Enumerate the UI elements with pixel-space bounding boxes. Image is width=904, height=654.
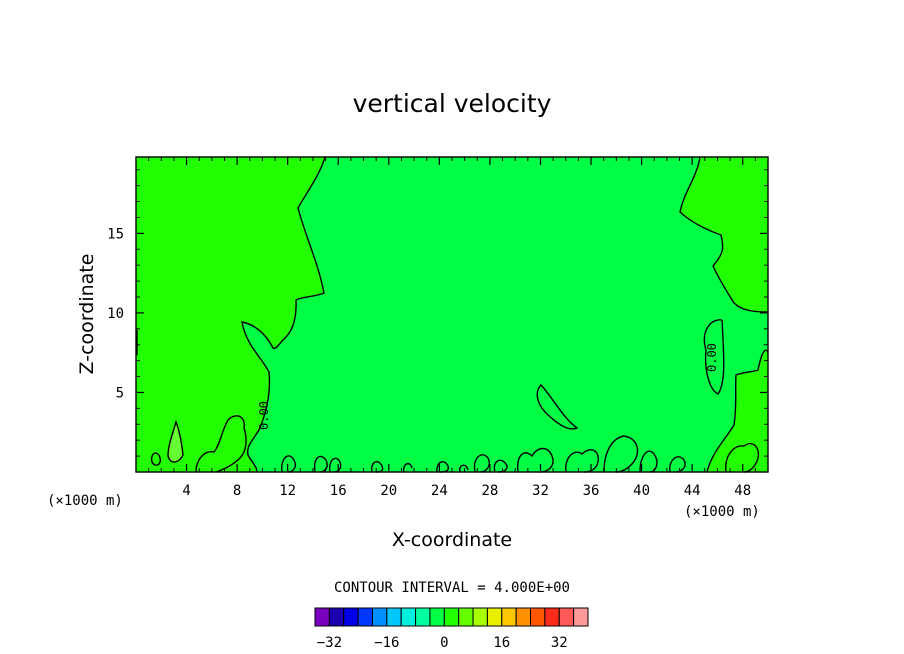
colorbar-swatch	[343, 607, 359, 627]
y-tick-label: 10	[107, 306, 124, 322]
x-tick-label: 16	[330, 483, 347, 499]
x-tick-label: 4	[182, 483, 190, 499]
contour-interval-text: CONTOUR INTERVAL = 4.000E+00	[334, 580, 570, 596]
colorbar-swatch	[515, 607, 532, 627]
x-tick-label: 44	[684, 483, 701, 499]
colorbar-swatch	[544, 607, 560, 627]
colorbar-tick-labels: −32 −16 0 16 32	[317, 635, 568, 651]
colorbar-swatch	[415, 607, 431, 627]
y-tick-label: 15	[107, 226, 124, 242]
colorbar-label: −16	[374, 635, 399, 651]
colorbar	[314, 607, 589, 627]
contour-label-left: 0.00	[257, 401, 271, 430]
x-tick-label: 48	[734, 483, 751, 499]
contour-line-right	[679, 156, 769, 313]
colorbar-swatch	[458, 607, 474, 627]
y-axis-ticks: 5 10 15	[107, 169, 768, 457]
colorbar-label: 32	[551, 635, 568, 651]
colorbar-swatch	[472, 607, 488, 627]
x-axis-label: X-coordinate	[392, 529, 512, 551]
colorbar-label: 16	[493, 635, 510, 651]
x-tick-label: 40	[633, 483, 650, 499]
contour-surface-8	[517, 447, 554, 473]
colorbar-label: 0	[440, 635, 448, 651]
colorbar-swatch	[400, 607, 417, 627]
contour-surface-3	[280, 455, 297, 473]
colorbar-swatch	[386, 607, 402, 627]
colorbar-swatch	[501, 607, 517, 627]
colorbar-swatch	[357, 607, 373, 627]
x-tick-label: 28	[481, 483, 498, 499]
x-tick-label: 32	[532, 483, 549, 499]
colorbar-label: −32	[317, 635, 342, 651]
contour-surface-1	[195, 415, 247, 473]
colorbar-swatch	[443, 607, 460, 627]
x-tick-label: 36	[583, 483, 600, 499]
colorbar-swatch	[558, 607, 575, 627]
x-axis-ticks: 4 8 12 16 20 24 28 32 36 40 44 48	[148, 157, 756, 499]
contour-closed-32	[536, 383, 579, 430]
x-unit-label-right: (×1000 m)	[684, 504, 760, 520]
colorbar-swatch	[328, 607, 345, 627]
contour-label-right: 0.00	[705, 343, 719, 372]
y-tick-label: 5	[116, 385, 124, 401]
contour-line-right-lower	[706, 349, 769, 473]
region-positive-right	[680, 157, 768, 472]
colorbar-swatch	[429, 607, 445, 627]
x-tick-label: 12	[279, 483, 296, 499]
colorbar-swatch	[530, 607, 546, 627]
region-positive-left	[136, 157, 325, 472]
colorbar-swatch	[486, 607, 503, 627]
chart-title: vertical velocity	[353, 89, 552, 118]
contour-line-right-bulge	[703, 319, 725, 395]
x-tick-label: 8	[233, 483, 241, 499]
x-unit-label-left: (×1000 m)	[47, 493, 123, 509]
colorbar-swatch	[314, 607, 330, 627]
region-patch	[168, 422, 183, 463]
contour-surface-12	[725, 442, 759, 473]
colorbar-swatch	[573, 607, 589, 627]
contour-surface-2	[150, 452, 162, 466]
contour-lines	[136, 156, 769, 473]
colorbar-swatch	[371, 607, 388, 627]
contour-surface-10	[603, 435, 639, 473]
contour-line-left	[241, 156, 326, 473]
contour-surface-9	[565, 449, 599, 473]
x-tick-label: 24	[431, 483, 448, 499]
y-axis-label: Z-coordinate	[76, 254, 98, 375]
x-tick-label: 20	[380, 483, 397, 499]
contour-patch-outline	[167, 419, 184, 463]
